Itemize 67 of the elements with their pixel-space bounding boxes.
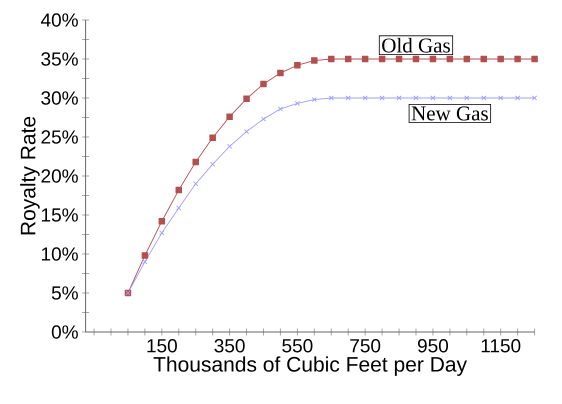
point <box>430 56 436 62</box>
y-tick-label: 40% <box>40 13 78 27</box>
y-tick-label: 15% <box>42 208 78 222</box>
point <box>481 95 486 101</box>
point <box>514 56 521 62</box>
point <box>532 95 538 101</box>
point <box>142 259 148 264</box>
point <box>464 95 470 101</box>
point <box>278 106 284 112</box>
y-tick-label: 35% <box>41 52 78 66</box>
x-tick-label: 950 <box>418 339 448 352</box>
point <box>378 56 386 62</box>
series-label: Old Gas <box>382 38 450 53</box>
point <box>142 252 148 259</box>
point <box>344 56 352 62</box>
point <box>209 134 216 142</box>
point <box>362 56 368 62</box>
x-tick-label: 350 <box>214 339 245 352</box>
point <box>159 230 164 236</box>
point <box>447 95 452 101</box>
point <box>312 96 317 102</box>
point <box>158 218 166 224</box>
x-axis-title: Thousands of Cubic Feet per Day <box>154 356 467 376</box>
x-tick-label: 750 <box>350 339 380 352</box>
y-axis-title: Royalty Rate <box>20 116 40 234</box>
point <box>346 95 351 101</box>
point <box>412 56 420 62</box>
point <box>176 186 182 194</box>
y-tick-label: 5% <box>52 286 78 300</box>
point <box>430 95 436 101</box>
point <box>531 56 538 62</box>
point <box>260 80 267 88</box>
point <box>226 113 233 120</box>
point <box>311 57 318 64</box>
point <box>260 116 266 122</box>
point <box>464 56 470 62</box>
point <box>193 181 198 186</box>
point <box>227 144 232 149</box>
y-tick-label: 10% <box>42 247 78 261</box>
point <box>413 95 419 101</box>
point <box>328 56 335 62</box>
point <box>210 162 216 167</box>
point <box>497 56 504 62</box>
x-tick-label: 1150 <box>482 339 520 352</box>
y-tick-label: 20% <box>41 169 78 183</box>
point <box>294 62 301 68</box>
point <box>396 56 402 62</box>
point <box>328 95 334 101</box>
point <box>498 95 504 101</box>
y-tick-label: 25% <box>41 130 78 144</box>
point <box>480 56 488 62</box>
point <box>176 205 182 211</box>
y-tick-label: 30% <box>41 91 78 105</box>
y-tick-label: 0% <box>52 325 78 339</box>
x-tick-label: 550 <box>282 339 312 352</box>
point <box>277 70 284 76</box>
point <box>294 100 300 106</box>
point <box>446 56 454 62</box>
point <box>244 128 250 134</box>
series-label: New Gas <box>412 106 488 120</box>
point <box>243 96 250 102</box>
point <box>396 95 402 101</box>
x-tick-label: 150 <box>147 339 177 352</box>
point <box>380 95 385 101</box>
point <box>192 158 199 166</box>
point <box>362 95 368 101</box>
point <box>515 95 520 101</box>
